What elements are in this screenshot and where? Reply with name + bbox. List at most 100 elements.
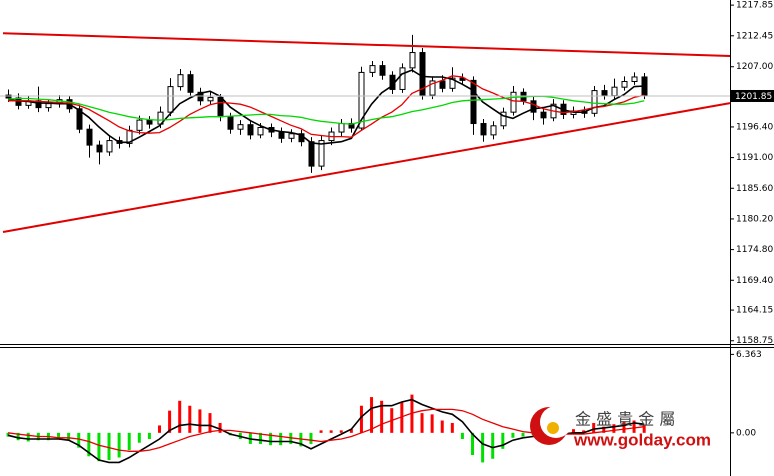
indicator-line	[8, 75, 645, 138]
histogram-bar	[521, 432, 525, 437]
candle-body	[86, 128, 93, 146]
histogram-bar	[127, 432, 131, 451]
trendline	[2, 32, 731, 57]
candle-body	[439, 80, 446, 89]
histogram-bar	[370, 397, 374, 433]
candle-body	[480, 123, 487, 136]
candle-body	[308, 141, 315, 167]
histogram-bar	[430, 414, 434, 433]
candle-body	[136, 119, 143, 131]
y-tick-label: 1191.00	[736, 153, 773, 163]
candle-body	[318, 140, 325, 167]
histogram-bar	[168, 410, 172, 433]
watermark-url: www.golday.com	[573, 430, 711, 449]
candle-body	[379, 65, 386, 76]
histogram-bar	[481, 432, 485, 463]
candle-body	[429, 80, 436, 96]
candle-body	[530, 100, 537, 113]
histogram-bar	[632, 420, 636, 433]
candle-body	[409, 52, 416, 69]
histogram-bar	[622, 421, 626, 433]
histogram-bar	[269, 432, 273, 446]
candle-body	[459, 77, 466, 81]
candle-body	[227, 116, 234, 130]
histogram-bar	[309, 432, 313, 444]
histogram-bar	[420, 413, 424, 433]
candle-body	[540, 111, 547, 119]
histogram-bar	[460, 432, 464, 440]
y-tick-label: 0.00	[736, 428, 756, 438]
histogram-bar	[380, 400, 384, 433]
y-tick-label: 1164.15	[736, 306, 773, 316]
histogram-bar	[208, 413, 212, 433]
trendline	[2, 102, 731, 233]
candle-body	[470, 79, 477, 125]
histogram-bar	[258, 432, 262, 444]
candle-body	[288, 133, 295, 139]
candle-body	[177, 74, 184, 88]
histogram-bar	[349, 429, 353, 433]
candle-body	[338, 123, 345, 133]
candle-body	[490, 125, 497, 136]
histogram-bar	[501, 432, 505, 449]
candle-body	[197, 91, 204, 102]
histogram-bar	[97, 432, 101, 462]
candle-body	[399, 67, 406, 90]
candle-body	[217, 96, 224, 118]
histogram-bar	[319, 430, 323, 433]
histogram-bar	[450, 422, 454, 433]
watermark-name: 金 盛 貴 金 屬	[575, 410, 675, 429]
histogram-bar	[582, 430, 586, 433]
y-tick-label: 1207.00	[736, 62, 773, 72]
y-tick-label: 1169.40	[736, 276, 773, 286]
histogram-bar	[87, 432, 91, 457]
histogram-bar	[471, 432, 475, 456]
candle-body	[106, 140, 113, 153]
histogram-bar	[67, 432, 71, 441]
y-tick-label: 1217.85	[736, 1, 773, 11]
candle-body	[237, 124, 244, 130]
histogram-bar	[6, 432, 10, 437]
y-tick-label: 1196.40	[736, 122, 773, 132]
candle-body	[369, 65, 376, 73]
y-tick-label: 1158.75	[736, 336, 773, 346]
last-price-box	[731, 89, 774, 102]
candle-body	[510, 91, 517, 113]
candle-body	[257, 127, 264, 136]
y-tick-label: 1185.60	[736, 184, 773, 194]
histogram-bar	[218, 422, 222, 433]
logo	[540, 406, 572, 438]
histogram-bar	[147, 432, 151, 440]
histogram-bar	[571, 429, 575, 433]
histogram-bar	[137, 432, 141, 443]
histogram-bar	[158, 425, 162, 433]
candle-body	[621, 81, 628, 88]
histogram-bar	[198, 409, 202, 433]
histogram-bar	[511, 432, 515, 438]
y-tick-label: 1212.45	[736, 31, 773, 41]
candle-body	[631, 76, 638, 83]
candle-body	[247, 124, 254, 136]
histogram-bar	[440, 420, 444, 433]
histogram-bar	[339, 430, 343, 433]
histogram-bar	[178, 400, 182, 433]
histogram-bar	[602, 426, 606, 433]
indicator-line	[7, 69, 645, 145]
watermark: 金 盛 貴 金 屬 www.golday.com	[530, 406, 711, 449]
last-price-label: 1201.85	[735, 92, 772, 102]
candle-body	[96, 144, 103, 153]
candle-body	[500, 111, 507, 127]
histogram-bar	[26, 432, 30, 442]
y-tick-label: 6.363	[736, 350, 762, 360]
candle-body	[146, 119, 153, 125]
y-tick-label: 1180.20	[736, 214, 773, 224]
histogram-bar	[279, 432, 283, 446]
candle-body	[358, 71, 365, 129]
histogram-bar	[16, 432, 20, 441]
candle-body	[611, 86, 618, 97]
histogram-bar	[359, 405, 363, 433]
histogram-bar	[329, 430, 333, 433]
candle-body	[449, 77, 456, 89]
